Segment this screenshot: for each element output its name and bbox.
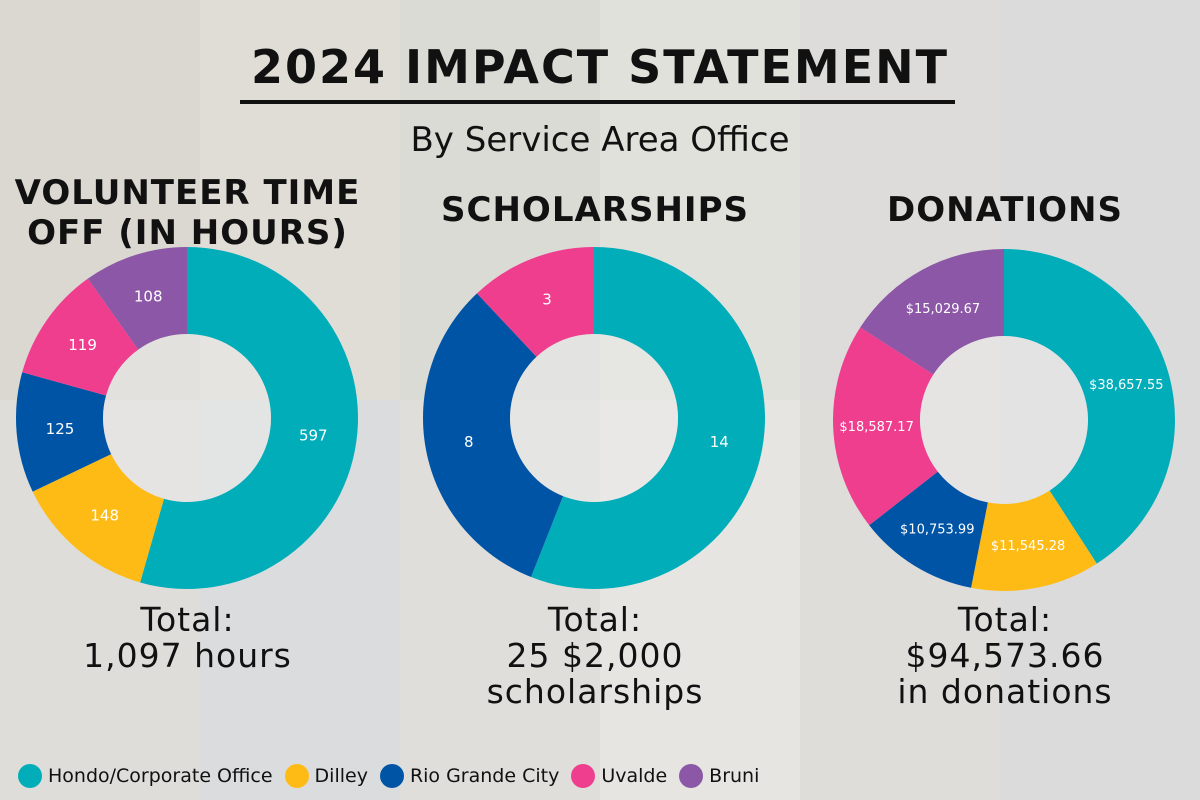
legend-swatch: [18, 764, 42, 788]
legend-label: Rio Grande City: [409, 765, 560, 787]
data-label: $38,657.55: [1089, 378, 1163, 393]
donations-total: Total: $94,573.66 in donations: [810, 602, 1200, 710]
donut-hole: [510, 334, 678, 502]
data-label: 148: [90, 506, 119, 524]
data-label: 119: [68, 336, 97, 354]
donut-slice-bruni: [87, 247, 187, 350]
donut-slice-dilley: [971, 490, 1097, 591]
donut-slice-hondo-corporate-office: [531, 247, 766, 589]
donut-slice-rio-grande-city: [423, 293, 564, 577]
total-line: Total:: [957, 600, 1053, 639]
donut-slice-hondo-corporate-office: [1004, 249, 1175, 564]
legend-item-uvalde: Uvalde: [571, 764, 667, 788]
donut-slice-bruni: [860, 249, 1004, 375]
data-label: $15,029.67: [906, 302, 980, 317]
volunteer-chart-title: VOLUNTEER TIME OFF (IN HOURS): [0, 173, 375, 253]
scholarships-chart-title: SCHOLARSHIPS: [441, 190, 749, 230]
legend-swatch: [679, 764, 704, 788]
legend: Hondo/Corporate Office Dilley Rio Grande…: [18, 764, 759, 788]
total-line: scholarships: [486, 672, 704, 711]
legend-swatch: [284, 764, 309, 788]
page-subtitle: By Service Area Office: [410, 120, 790, 160]
data-label: 125: [46, 420, 75, 438]
legend-item-dilley: Dilley: [284, 764, 368, 788]
legend-swatch: [571, 764, 596, 788]
data-label: $10,753.99: [900, 523, 974, 538]
data-label: 108: [134, 288, 163, 306]
total-line: 25 $2,000: [506, 636, 684, 675]
data-label: 14: [710, 433, 729, 451]
data-label: 3: [542, 290, 552, 308]
volunteer-total: Total: 1,097 hours: [0, 602, 375, 674]
scholarships-total: Total: 25 $2,000 scholarships: [400, 602, 790, 710]
legend-item-bruni: Bruni: [679, 764, 759, 788]
title-line: VOLUNTEER TIME: [14, 173, 361, 213]
page-title: 2024 IMPACT STATEMENT: [250, 40, 950, 94]
total-line: 1,097 hours: [83, 636, 292, 675]
title-line: OFF (IN HOURS): [27, 213, 348, 253]
donations-chart-title: DONATIONS: [887, 190, 1123, 230]
total-line: Total:: [140, 600, 235, 639]
data-label: $18,587.17: [839, 420, 913, 435]
donut-hole: [920, 336, 1088, 504]
donut-slice-rio-grande-city: [869, 471, 988, 588]
legend-item-hondo: Hondo/Corporate Office: [18, 764, 273, 788]
donut-slice-hondo-corporate-office: [140, 247, 358, 589]
donut-hole: [103, 334, 271, 502]
total-line: $94,573.66: [905, 636, 1105, 675]
legend-label: Dilley: [314, 765, 368, 787]
donut-slice-uvalde: [833, 327, 938, 526]
legend-label: Bruni: [709, 765, 760, 787]
legend-label: Uvalde: [601, 765, 668, 787]
title-divider: [240, 100, 955, 104]
legend-label: Hondo/Corporate Office: [48, 765, 273, 787]
total-line: in donations: [897, 672, 1113, 711]
donut-slice-rio-grande-city: [15, 372, 112, 492]
donut-slice-uvalde: [476, 247, 594, 357]
legend-swatch: [379, 764, 404, 788]
legend-item-rio-grande-city: Rio Grande City: [379, 764, 560, 788]
data-label: 8: [464, 433, 474, 451]
donut-slice-dilley: [32, 454, 164, 583]
data-label: $11,545.28: [991, 539, 1065, 554]
donut-slice-uvalde: [22, 278, 139, 396]
total-line: Total:: [547, 600, 643, 639]
data-label: 597: [299, 427, 328, 445]
